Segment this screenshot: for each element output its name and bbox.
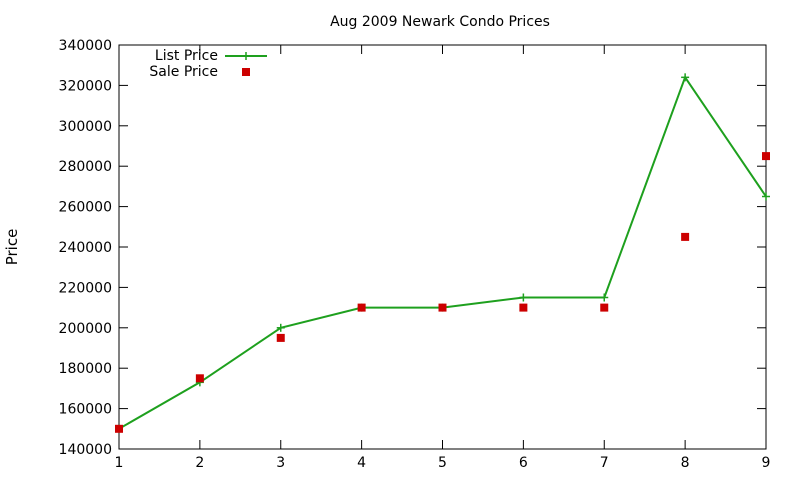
x-tick-label: 2 [195, 455, 204, 471]
sale-price-point [438, 303, 447, 312]
x-tick-label: 3 [276, 455, 285, 471]
y-tick-label: 260000 [59, 200, 112, 216]
list-price-point [681, 73, 690, 82]
x-tick-label: 1 [115, 455, 124, 471]
x-tick-label: 8 [681, 455, 690, 471]
y-tick-label: 340000 [59, 38, 112, 54]
sale-price-point [357, 303, 366, 312]
sale-price-point [600, 303, 609, 312]
sale-price-point [115, 424, 123, 433]
chart-title: Aug 2009 Newark Condo Prices [330, 14, 550, 30]
sale-price-point [519, 303, 528, 312]
y-tick-label: 300000 [59, 119, 112, 135]
y-tick-label: 240000 [59, 240, 112, 256]
legend-swatch-sale-price [242, 68, 250, 76]
y-tick-label: 280000 [59, 159, 112, 175]
legend-marker-list-price [242, 52, 250, 60]
x-tick-label: 6 [519, 455, 528, 471]
x-tick-label: 7 [600, 455, 609, 471]
list-price-point [600, 293, 609, 302]
y-tick-label: 320000 [59, 78, 112, 94]
y-axis: 140000 160000 180000 200000 220000 240000 2600… [59, 38, 766, 458]
series-line-list-price [118, 75, 767, 430]
sale-price-point [762, 152, 770, 161]
legend-label-list-price: List Price [155, 48, 218, 64]
y-axis-label: Price [3, 229, 21, 266]
series-layer [115, 73, 770, 433]
legend-label-sale-price: Sale Price [149, 64, 218, 80]
sale-price-point [276, 333, 285, 342]
y-tick-label: 160000 [59, 402, 112, 418]
plot-frame [118, 44, 767, 450]
y-tick-label: 220000 [59, 280, 112, 296]
list-price-point [276, 323, 285, 332]
sale-price-point [681, 232, 690, 241]
list-price-point [762, 192, 770, 201]
y-tick-label: 140000 [59, 442, 112, 458]
y-tick-label: 180000 [59, 361, 112, 377]
sale-price-point [195, 374, 204, 383]
x-axis: 1 2 3 4 5 6 7 8 9 [115, 45, 771, 471]
x-tick-label: 4 [357, 455, 366, 471]
x-tick-label: 9 [762, 455, 771, 471]
x-tick-label: 5 [438, 455, 447, 471]
y-tick-label: 200000 [59, 321, 112, 337]
list-price-point [519, 293, 528, 302]
